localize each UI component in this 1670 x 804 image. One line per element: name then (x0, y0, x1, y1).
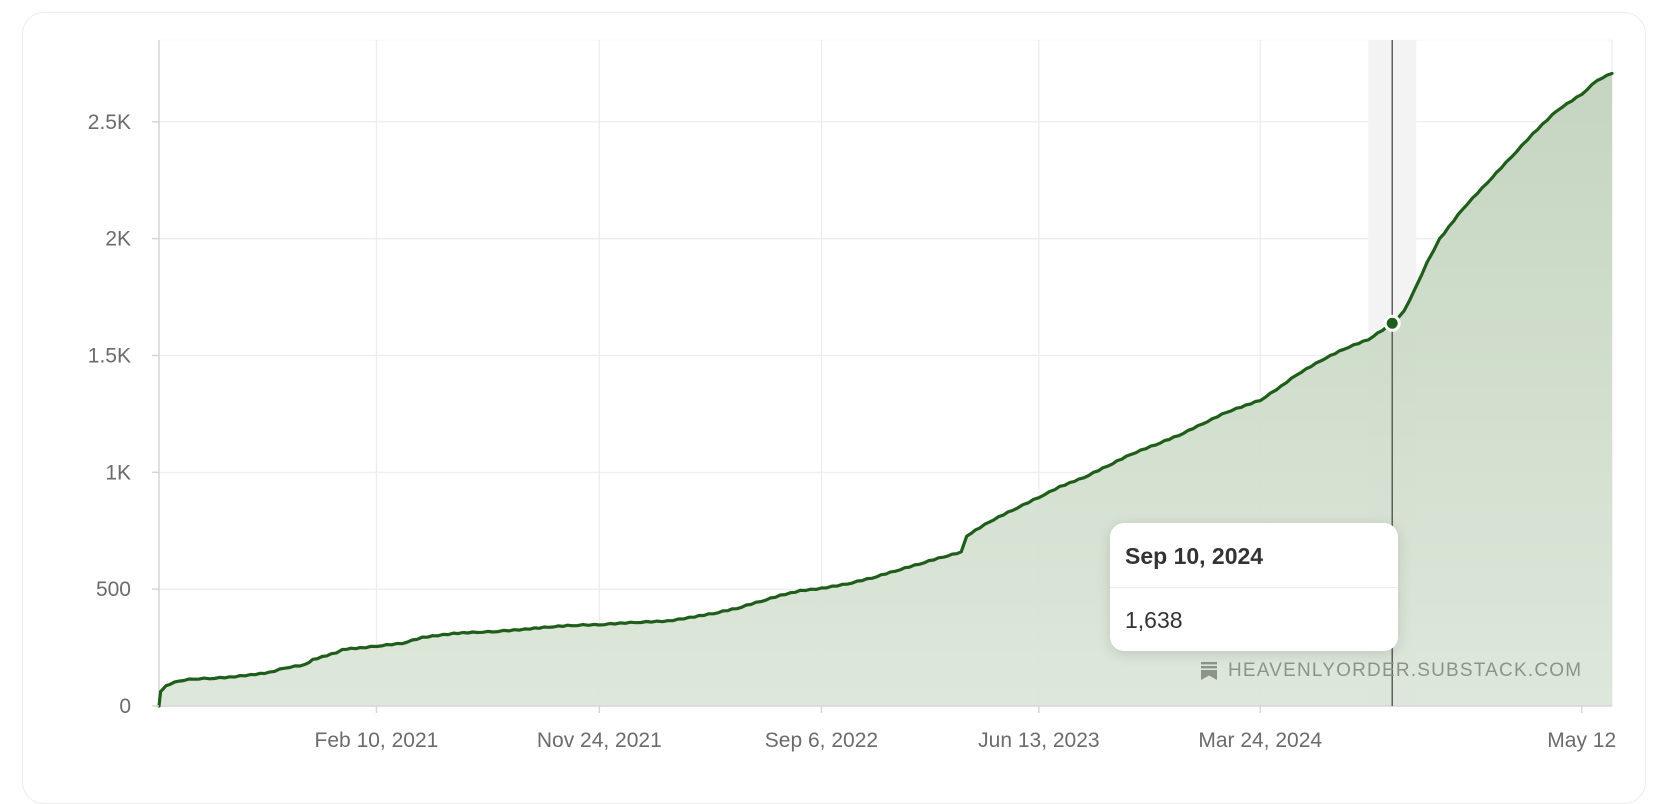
x-axis-ticks: Feb 10, 2021 Nov 24, 2021 Sep 6, 2022 Jun 1… (315, 706, 1616, 752)
y-tick-label: 2K (105, 228, 131, 251)
tooltip-divider (1110, 587, 1398, 588)
hover-point-marker[interactable] (1383, 314, 1401, 332)
y-axis-ticks: 0 500 1K 1.5K 2K 2.5K (88, 111, 159, 718)
y-tick-label: 1.5K (88, 344, 131, 367)
y-tick-label: 2.5K (88, 111, 131, 134)
x-tick-label: Nov 24, 2021 (537, 729, 662, 752)
y-tick-label: 1K (105, 461, 131, 484)
x-tick-label: Jun 13, 2023 (978, 729, 1099, 752)
x-tick-label: Sep 6, 2022 (765, 729, 878, 752)
watermark-text: HEAVENLYORDER.SUBSTACK.COM (1228, 660, 1583, 681)
tooltip-date: Sep 10, 2024 (1125, 543, 1264, 569)
series-line (157, 71, 1614, 708)
tooltip: Sep 10, 2024 1,638 (1110, 523, 1398, 651)
x-tick-label: May 12 (1547, 729, 1616, 752)
x-tick-label: Mar 24, 2024 (1198, 729, 1322, 752)
axes (158, 40, 1612, 707)
tooltip-value: 1,638 (1125, 607, 1183, 633)
x-tick-label: Feb 10, 2021 (315, 729, 439, 752)
bookmark-icon (1201, 662, 1217, 680)
y-tick-label: 0 (119, 695, 131, 718)
publication-watermark[interactable]: HEAVENLYORDER.SUBSTACK.COM (1200, 658, 1582, 684)
y-tick-label: 500 (96, 578, 131, 601)
